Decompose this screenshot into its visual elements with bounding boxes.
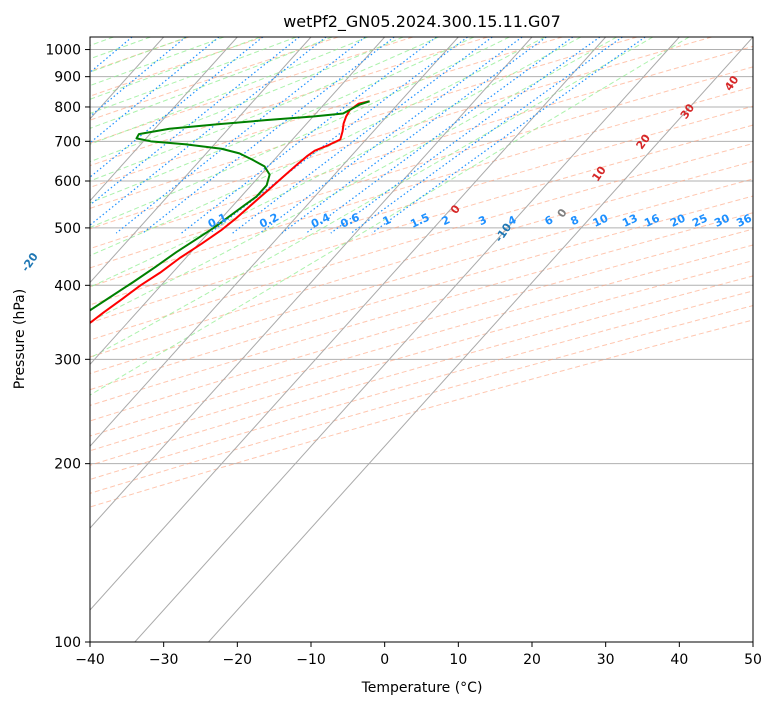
x-tick-label: 40 — [670, 652, 688, 668]
dry-adiabat-line — [90, 212, 753, 406]
mixing-ratio-label: 16 — [642, 211, 662, 229]
mixing-ratio-label: 20 — [668, 211, 688, 229]
isotherm-line — [90, 37, 238, 202]
isotherm-line — [90, 37, 312, 284]
y-tick-label: 500 — [54, 221, 81, 237]
dry-adiabat-line — [90, 37, 638, 209]
y-tick-label: 100 — [54, 635, 81, 651]
x-tick-label: −10 — [296, 652, 326, 668]
x-tick-label: 0 — [380, 652, 389, 668]
isotherm-line — [208, 37, 753, 642]
moist-adiabat-line — [90, 37, 546, 257]
moist-adiabat-line — [90, 37, 475, 204]
y-axis-title: Pressure (hPa) — [12, 289, 28, 389]
y-tick-label: 800 — [54, 100, 81, 116]
isotherm-line — [90, 37, 459, 448]
dry-adiabat-line — [90, 37, 563, 188]
dry-adiabat-line — [90, 37, 488, 167]
isotherm-line — [90, 37, 386, 366]
x-tick-label: 30 — [597, 652, 615, 668]
mixing-ratio-label: 13 — [620, 212, 639, 230]
mixing-ratio-label: 36 — [734, 211, 754, 229]
moist-adiabat-line — [90, 37, 439, 182]
isotherm-line — [134, 37, 680, 642]
y-tick-label: 300 — [54, 352, 81, 368]
mixing-ratio-label: 30 — [712, 211, 732, 229]
x-tick-label: −20 — [223, 652, 253, 668]
x-tick-label: 10 — [449, 652, 467, 668]
dry-adiabat-line — [90, 260, 753, 452]
y-tick-label: 900 — [54, 70, 81, 86]
mixing-ratio-line — [281, 37, 547, 234]
profile-lines — [90, 100, 370, 325]
y-tick-label: 1000 — [45, 43, 81, 59]
dry-adiabat-line — [90, 66, 753, 269]
plot-frame — [89, 36, 754, 643]
y-tick-label: 600 — [54, 174, 81, 190]
isotherm-line — [90, 37, 533, 529]
dry-adiabat-line — [90, 37, 414, 144]
mixing-ratio-line — [90, 37, 133, 74]
mixing-ratio-line — [209, 37, 468, 234]
dry-adiabat-line — [90, 142, 753, 341]
mixing-ratio-line — [232, 37, 493, 234]
x-tick-label: −40 — [75, 652, 105, 668]
mixing-ratio-line — [181, 37, 437, 234]
dry-adiabat-line — [90, 160, 753, 358]
moist-adiabat-line — [90, 37, 261, 100]
dry-adiabat-line — [90, 37, 712, 230]
moist-adiabat-line — [90, 37, 225, 87]
moist-adiabat-line — [90, 37, 368, 145]
mixing-ratio-line — [350, 37, 623, 234]
dry-adiabat-line — [90, 37, 264, 97]
x-tick-label: 50 — [744, 652, 762, 668]
mixing-ratio-line — [330, 37, 601, 234]
mixing-ratio-label: 10 — [591, 211, 611, 229]
dewpoint-profile-line — [90, 100, 370, 312]
y-tick-label: 200 — [54, 457, 81, 473]
isotherm-line — [90, 37, 607, 611]
dry-adiabat-line — [90, 244, 753, 437]
dry-adiabat-line — [90, 45, 753, 250]
dry-adiabat-line — [90, 105, 753, 306]
mixing-ratio-label: 25 — [690, 212, 709, 230]
moist-adiabat-line — [90, 37, 297, 114]
mixing-ratio-line — [259, 37, 523, 234]
moist-adiabat-line — [90, 37, 690, 396]
dry-adiabat-line — [90, 228, 753, 422]
mixing-ratio-line — [90, 37, 327, 226]
temperature-profile-line — [90, 100, 370, 325]
mixing-ratio-line — [305, 37, 574, 234]
axis-ticks: −40 −30 −20 −10 0 10 20 30 40 50 100 200 300 400 500 60… — [45, 43, 762, 668]
x-tick-label: 20 — [523, 652, 541, 668]
mixing-ratio-line — [371, 37, 646, 234]
background-grid-lines — [90, 37, 753, 642]
chart-title: wetPf2_GN05.2024.300.15.11.G07 — [283, 12, 561, 32]
moist-adiabat-line — [90, 37, 510, 229]
x-axis-title: Temperature (°C) — [361, 680, 483, 696]
x-tick-label: −30 — [149, 652, 179, 668]
y-tick-label: 400 — [54, 278, 81, 294]
mixing-ratio-line — [115, 37, 366, 234]
y-tick-label: 700 — [54, 134, 81, 150]
